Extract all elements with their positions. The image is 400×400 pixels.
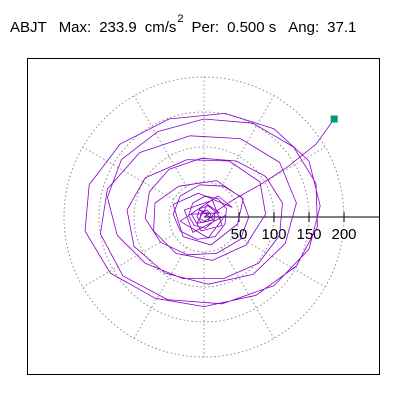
orbit-trace-layer [84, 113, 335, 307]
orbit-trace [84, 113, 335, 307]
max-value: 233.9 [99, 19, 137, 36]
radial-tick-labels: 50 100 150 200 [231, 226, 357, 243]
polar-spoke-9 [234, 234, 326, 288]
polar-orbit-plot: 50 100 150 200 [63, 76, 379, 358]
polar-axes [204, 212, 379, 222]
max-label: Max: [58, 19, 92, 36]
polar-spoke-3 [133, 95, 187, 187]
polar-spoke-1 [221, 95, 275, 187]
station-code: ABJT [10, 19, 47, 36]
polar-plot-frame: 50 100 150 200 [27, 58, 380, 375]
angle-value: 37.1 [327, 19, 357, 36]
max-unit-base: cm/s [144, 19, 177, 36]
polar-spoke-8 [221, 247, 275, 339]
polar-spoke-5 [82, 234, 174, 288]
radial-tick-label-2: 150 [296, 226, 321, 243]
radial-tick-label-3: 200 [331, 226, 356, 243]
radial-tick-label-0: 50 [231, 226, 248, 243]
max-unit: cm/s 2 [144, 14, 184, 37]
polar-spoke-6 [133, 247, 187, 339]
period-value: 0.500 s [227, 19, 277, 36]
endpoint-layer [330, 115, 338, 123]
polar-spoke-4 [82, 146, 174, 200]
plot-header: ABJT Max: 233.9 cm/s 2 Per: 0.500 s Ang: … [10, 14, 357, 43]
radial-tick-label-1: 100 [261, 226, 286, 243]
angle-label: Ang: [288, 19, 320, 36]
period-label: Per: [191, 19, 220, 36]
max-unit-exponent: 2 [177, 13, 184, 25]
endpoint-marker [330, 115, 338, 123]
